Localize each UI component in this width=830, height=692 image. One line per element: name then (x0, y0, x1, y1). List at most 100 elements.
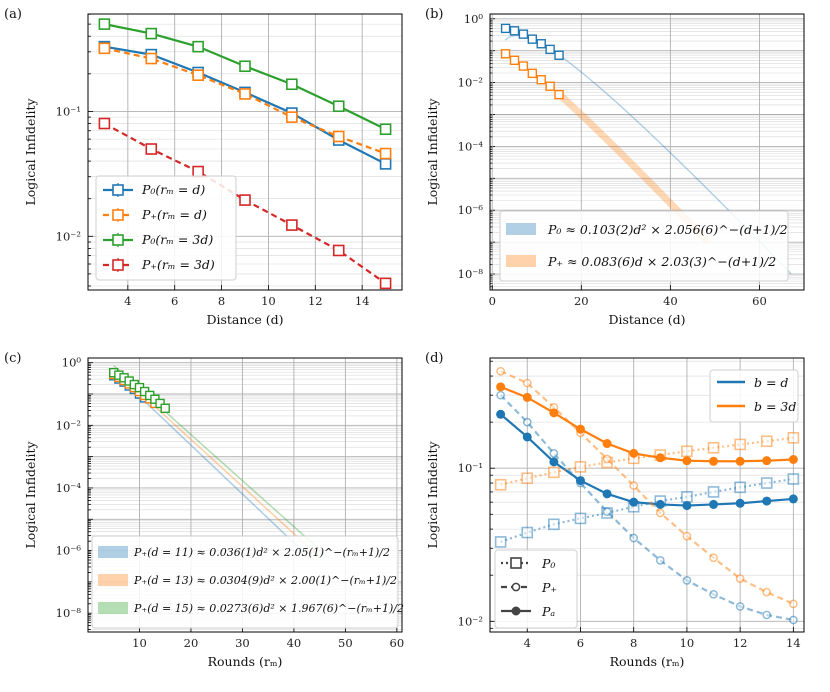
axes-frame (87, 13, 403, 291)
legend-swatch (98, 546, 128, 558)
x-tick-label: 6 (577, 636, 584, 650)
data-point (655, 508, 665, 518)
x-tick-label: 6 (171, 294, 178, 308)
data-point (789, 615, 798, 625)
data-point (682, 531, 692, 541)
x-tick-label: 20 (184, 636, 199, 650)
y-tick-label: 10⁻⁶ (458, 203, 484, 217)
legend-c: P₊(d = 11) ≈ 0.036(1)d² × 2.05(1)^−(rₘ+1… (91, 535, 404, 629)
data-point (709, 553, 718, 563)
legend-frame (499, 210, 789, 282)
axes-frame (489, 357, 805, 633)
legend-b: P₀ ≈ 0.103(2)d² × 2.056(6)^−(d+1)/2 P₊ ≈ … (499, 210, 789, 282)
legend-label: P₀ (541, 556, 555, 571)
data-point (735, 498, 745, 508)
legend-label: P₊(rₘ = 3d) (141, 257, 215, 272)
data-point (682, 456, 692, 466)
panel-c: 10 20 30 40 50 60 10⁰ 10⁻² 10⁻⁴ 10⁻⁶ 10⁻⁸ Rounds (r… (4, 351, 404, 669)
legend-a: P₀(rₘ = d) P₊(rₘ = d) P₀(rₘ = 3d) P₊(rₘ = 3… (95, 175, 237, 281)
legend-marker (510, 557, 522, 569)
legend-marker (112, 234, 124, 246)
data-point (735, 456, 745, 466)
series-line (500, 477, 794, 543)
data-point (379, 277, 392, 290)
legend-label: P₊ ≈ 0.083(6)d × 2.03(3)^−(d+1)/2 (547, 254, 776, 269)
x-tick-label: 4 (124, 294, 131, 308)
legend-frame (91, 535, 399, 629)
data-point (239, 88, 251, 100)
legend-label: Pₐ (541, 604, 555, 619)
x-tick-label: 40 (287, 636, 302, 650)
data-point (629, 481, 639, 490)
data-point (160, 403, 170, 413)
data-point (518, 61, 529, 71)
x-axis-label: Distance (d) (608, 312, 685, 327)
data-point (655, 499, 665, 509)
data-point (789, 599, 798, 609)
data-point (145, 143, 158, 155)
x-tick-label: 50 (338, 636, 353, 650)
data-point (98, 117, 111, 130)
data-point (602, 439, 612, 449)
x-axis-label: Rounds (rₘ) (208, 654, 283, 669)
data-point (496, 409, 506, 419)
data-point (554, 89, 564, 100)
data-point (788, 494, 798, 504)
x-tick-label: 0 (489, 294, 496, 308)
x-tick-label: 4 (524, 636, 531, 650)
data-point (762, 496, 772, 506)
x-tick-label: 14 (355, 294, 370, 308)
x-axis-label: Distance (d) (206, 312, 283, 327)
data-point (494, 536, 507, 548)
y-tick-label: 10⁻⁸ (458, 267, 484, 281)
x-tick-label: 60 (390, 636, 405, 650)
data-point (509, 55, 520, 65)
y-tick-label: 10⁻² (458, 76, 483, 90)
data-point (98, 42, 111, 55)
y-axis-label: Logical Infidelity (23, 98, 38, 206)
data-point (549, 457, 559, 467)
data-point (707, 441, 720, 454)
data-point (760, 477, 773, 489)
legend-swatch (98, 602, 128, 614)
data-point (332, 130, 345, 143)
legend-label: b = 3d (754, 399, 796, 414)
y-axis-label: Logical Infidelity (425, 98, 440, 206)
x-tick-label: 14 (786, 636, 801, 650)
data-point (602, 507, 612, 517)
legend-marker (511, 606, 521, 616)
legend-label: b = d (754, 375, 788, 390)
y-tick-label: 10⁻⁴ (56, 481, 82, 495)
legend-marker (112, 259, 124, 271)
data-point (509, 26, 520, 36)
x-tick-label: 8 (630, 636, 637, 650)
data-point (536, 39, 546, 49)
x-tick-label: 40 (663, 294, 678, 308)
data-point (496, 382, 506, 392)
data-point (682, 501, 692, 511)
data-point (575, 476, 585, 486)
x-tick-label: 20 (574, 294, 589, 308)
data-point (332, 244, 345, 257)
legend-label: P₊(rₘ = d) (141, 207, 207, 222)
data-point (192, 69, 204, 81)
legend-frame (95, 175, 237, 281)
axes-frame (87, 357, 403, 633)
data-point (522, 392, 532, 402)
data-point (548, 518, 560, 531)
data-point (734, 438, 746, 451)
data-point (762, 587, 772, 597)
data-point (762, 456, 772, 466)
data-point (379, 147, 392, 160)
data-point (629, 448, 639, 458)
legend-label: P₀ ≈ 0.103(2)d² × 2.056(6)^−(d+1)/2 (547, 222, 788, 237)
data-point (145, 27, 158, 40)
data-point (286, 78, 298, 91)
data-point (788, 455, 798, 465)
panel-d: 4 6 8 10 12 14 10⁻² 10⁻¹ Rounds (rₘ) Logical Infi… (425, 351, 805, 669)
x-axis-label: Rounds (rₘ) (610, 654, 685, 669)
data-point (286, 219, 298, 231)
data-point (709, 499, 719, 509)
legend-label: P₊(d = 15) ≈ 0.0273(6)d² × 1.967(6)^−(rₘ… (133, 602, 404, 615)
data-point (527, 68, 538, 79)
